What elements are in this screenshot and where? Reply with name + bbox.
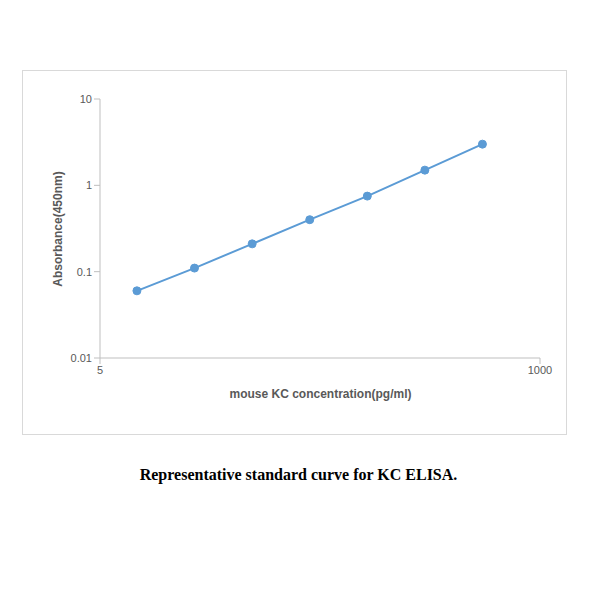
svg-text:0.1: 0.1 bbox=[77, 266, 92, 278]
svg-text:5: 5 bbox=[97, 364, 103, 376]
svg-text:0.01: 0.01 bbox=[71, 352, 92, 364]
html-text:mouse KC concentration(pg/ml): mouse KC concentration(pg/ml) bbox=[229, 387, 412, 401]
svg-text:1: 1 bbox=[86, 179, 92, 191]
svg-text:10: 10 bbox=[80, 93, 92, 105]
html-text:Absorbance(450nm): Absorbance(450nm) bbox=[51, 171, 65, 287]
svg-text:1000: 1000 bbox=[528, 364, 552, 376]
html-text:Representative standard curve: Representative standard curve for KC ELI… bbox=[139, 466, 458, 483]
